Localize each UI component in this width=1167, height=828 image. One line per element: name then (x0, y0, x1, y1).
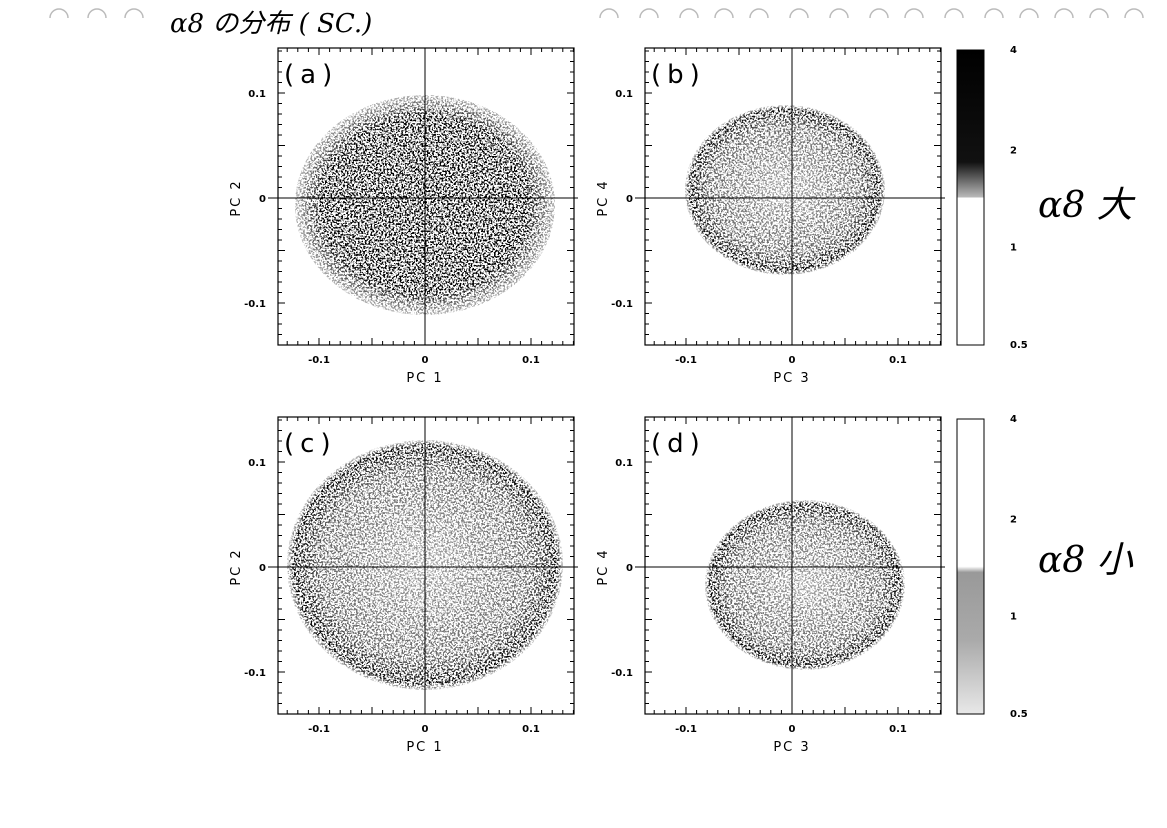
colorbar-tick-label: 1 (1010, 243, 1017, 254)
x-tick-label: 0.1 (522, 724, 540, 735)
x-tick-label: -0.1 (308, 724, 330, 735)
x-axis-label: PC 3 (773, 371, 810, 386)
y-tick-label: -0.1 (244, 668, 266, 679)
panel-label: (d) (651, 429, 706, 459)
x-axis-label: PC 1 (406, 740, 443, 755)
plot-frame (277, 47, 575, 346)
y-axis-label: PC 4 (596, 179, 611, 216)
x-tick-label: -0.1 (675, 724, 697, 735)
y-tick-label: 0.1 (248, 89, 266, 100)
colorbar-tick-label: 4 (1010, 414, 1017, 425)
handwritten-note: α8 大 (1038, 185, 1136, 226)
y-tick-label: 0 (626, 563, 633, 574)
x-tick-label: 0 (789, 355, 796, 366)
x-tick-label: 0 (422, 355, 429, 366)
y-tick-label: 0 (626, 194, 633, 205)
plot-frame (644, 416, 942, 715)
colorbar-tick-label: 0.5 (1010, 709, 1028, 720)
y-tick-label: 0 (259, 194, 266, 205)
colorbar-tick-label: 4 (1010, 45, 1017, 56)
binder-holes (49, 8, 1144, 19)
y-tick-label: -0.1 (244, 299, 266, 310)
colorbar (956, 49, 985, 346)
plot-frame (277, 416, 575, 715)
x-tick-label: 0.1 (522, 355, 540, 366)
x-tick-label: -0.1 (675, 355, 697, 366)
x-tick-label: 0.1 (889, 724, 907, 735)
handwritten-note: α8 小 (1038, 540, 1134, 581)
x-tick-label: 0 (422, 724, 429, 735)
x-tick-label: 0.1 (889, 355, 907, 366)
y-tick-label: -0.1 (611, 668, 633, 679)
panel-label: (b) (651, 60, 706, 90)
plot-frame (644, 47, 942, 346)
y-tick-label: 0.1 (615, 89, 633, 100)
y-tick-label: -0.1 (611, 299, 633, 310)
colorbar-tick-label: 2 (1010, 514, 1017, 525)
colorbar-tick-label: 2 (1010, 145, 1017, 156)
x-tick-label: 0 (789, 724, 796, 735)
y-axis-label: PC 2 (229, 548, 244, 585)
handwritten-title: α8 の分布 ( SC.) (170, 9, 372, 39)
y-tick-label: 0.1 (248, 458, 266, 469)
panel-label: (c) (284, 429, 337, 459)
y-axis-label: PC 2 (229, 179, 244, 216)
x-axis-label: PC 1 (406, 371, 443, 386)
colorbar-tick-label: 1 (1010, 612, 1017, 623)
x-tick-label: -0.1 (308, 355, 330, 366)
panel-label: (a) (284, 60, 338, 90)
colorbar (956, 418, 985, 715)
colorbar-tick-label: 0.5 (1010, 340, 1028, 351)
y-tick-label: 0.1 (615, 458, 633, 469)
y-axis-label: PC 4 (596, 548, 611, 585)
y-tick-label: 0 (259, 563, 266, 574)
x-axis-label: PC 3 (773, 740, 810, 755)
